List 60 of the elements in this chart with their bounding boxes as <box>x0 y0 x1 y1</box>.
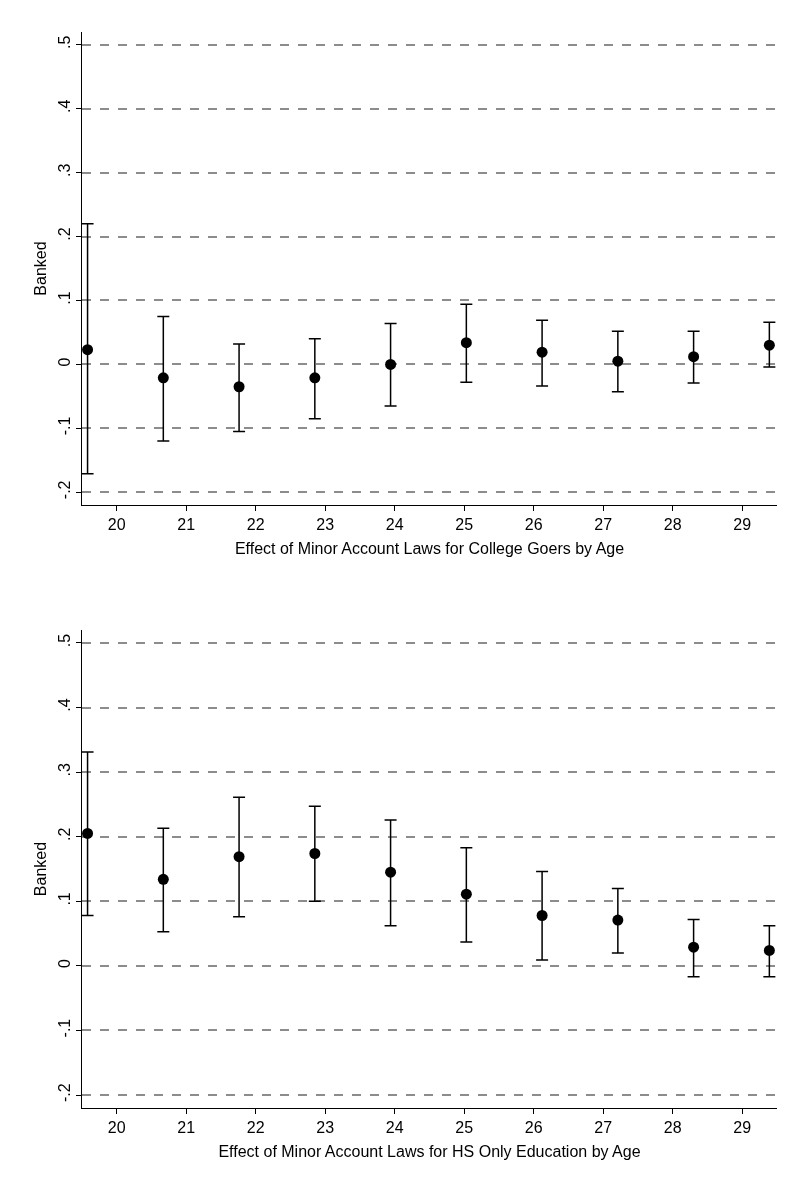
point <box>82 827 94 839</box>
y-tick-label: .1 <box>55 892 73 906</box>
y-tick-label: .5 <box>55 35 73 50</box>
point <box>385 866 397 878</box>
point <box>536 346 548 358</box>
y-tick-label: -.1 <box>55 416 73 436</box>
x-tick-label: 27 <box>594 516 613 534</box>
x-axis-title: Effect of Minor Account Laws for College Goers by Age <box>234 539 625 557</box>
y-tick-label: .3 <box>55 762 73 777</box>
x-tick-label: 20 <box>107 516 126 534</box>
x-tick-label: 27 <box>594 1119 613 1137</box>
x-tick-label: 29 <box>733 516 752 534</box>
y-tick-label: -.2 <box>55 1083 73 1103</box>
x-tick-label: 28 <box>663 516 682 534</box>
y-axis-title: Banked <box>32 841 50 897</box>
x-axis-title: Effect of Minor Account Laws for HS Only Education by Age <box>218 1142 641 1160</box>
y-tick-label: .3 <box>55 163 73 177</box>
y-tick-label: .4 <box>55 99 73 113</box>
point <box>385 358 397 370</box>
x-tick-label: 24 <box>385 516 404 534</box>
point <box>233 381 245 393</box>
point <box>309 372 321 384</box>
point <box>688 351 700 363</box>
point <box>157 873 169 885</box>
point <box>763 944 775 956</box>
x-tick-label: 23 <box>316 516 335 534</box>
x-tick-label: 25 <box>455 1119 474 1137</box>
point <box>688 941 700 953</box>
point <box>460 888 472 900</box>
point <box>763 339 775 351</box>
x-tick-label: 26 <box>524 1119 543 1137</box>
point <box>233 851 245 863</box>
y-tick-label: -.1 <box>55 1018 73 1038</box>
x-tick-label: 29 <box>733 1119 752 1137</box>
point <box>536 910 548 922</box>
point <box>612 914 624 926</box>
x-tick-label: 22 <box>246 516 265 534</box>
y-tick-label: -.2 <box>55 480 73 500</box>
point <box>82 344 94 356</box>
y-tick-label: .2 <box>55 227 73 241</box>
point <box>309 848 321 859</box>
x-tick-label: 21 <box>177 516 196 534</box>
y-tick-label: .2 <box>55 827 73 841</box>
y-tick-label: .4 <box>55 698 73 712</box>
point <box>460 337 472 349</box>
y-tick-label: .5 <box>55 633 73 648</box>
point <box>157 372 169 384</box>
x-tick-label: 26 <box>524 516 543 534</box>
point <box>612 355 624 367</box>
y-tick-label: .1 <box>55 291 73 305</box>
y-tick-label: 0 <box>55 357 73 367</box>
y-axis-title: Banked <box>32 241 50 296</box>
y-tick-label: 0 <box>55 958 73 968</box>
x-tick-label: 20 <box>107 1119 126 1137</box>
x-tick-label: 23 <box>316 1119 335 1137</box>
x-tick-label: 21 <box>177 1119 196 1137</box>
x-tick-label: 28 <box>663 1119 682 1137</box>
x-tick-label: 24 <box>385 1119 404 1137</box>
x-tick-label: 22 <box>246 1119 265 1137</box>
x-tick-label: 25 <box>455 516 474 534</box>
